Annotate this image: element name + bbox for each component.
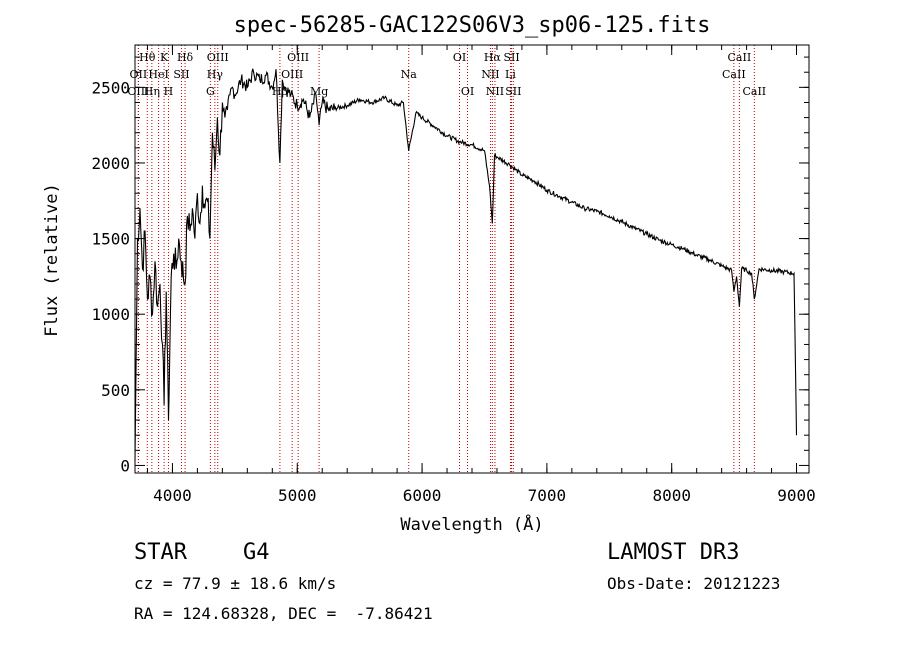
- spectral-lines-layer: [137, 45, 755, 473]
- x-tick-label: 8000: [652, 486, 691, 505]
- obs-date: Obs-Date: 20121223: [607, 574, 781, 593]
- y-tick-label: 500: [101, 381, 130, 400]
- spectral-line-label: CaII: [722, 68, 746, 81]
- spectral-line-label: HeI: [148, 68, 168, 81]
- y-tick-label: 1000: [91, 305, 130, 324]
- spectral-line-label: Li: [505, 68, 516, 81]
- spectral-line-label: NII: [486, 85, 504, 98]
- coordinates-text: RA = 124.68328, DEC = -7.86421: [134, 604, 433, 623]
- spectral-line-label: OI: [461, 85, 474, 98]
- spectral-line-label: H: [164, 85, 174, 98]
- y-tick-label: 2500: [91, 78, 130, 97]
- y-tick-label: 1500: [91, 230, 130, 249]
- x-tick-label: 7000: [528, 486, 567, 505]
- x-tick-label: 6000: [403, 486, 442, 505]
- spectral-line-label: Hθ: [139, 51, 156, 64]
- velocity-text: cz = 77.9 ± 18.6 km/s: [134, 574, 337, 593]
- spectral-line-label: CaII: [728, 51, 752, 64]
- spectral-line-label: CaII: [742, 85, 766, 98]
- spectral-line-label: Hα: [484, 51, 502, 64]
- spectral-line-label: OI: [453, 51, 466, 64]
- ticks-layer: 4000 5000 6000 7000 8000 9000 0 500 1000 1500 2000…: [91, 45, 816, 505]
- spectral-line-label: NII: [481, 68, 499, 81]
- spectral-line-label: Hη: [144, 85, 160, 98]
- y-tick-label: 2000: [91, 154, 130, 173]
- survey-name: LAMOST DR3: [607, 540, 740, 565]
- x-tick-label: 5000: [278, 486, 317, 505]
- spectral-line-label: G: [206, 85, 215, 98]
- spectral-line-label: SII: [173, 68, 189, 81]
- spectral-line-label: OII: [130, 68, 148, 81]
- spectral-line-label: SII: [505, 85, 521, 98]
- spectral-line-label: Mg: [310, 85, 328, 98]
- spectral-line-label: Hγ: [207, 68, 224, 81]
- spectral-line-label: OIII: [281, 68, 303, 81]
- spectral-line-label: OIII: [287, 51, 309, 64]
- object-type: STAR: [134, 540, 187, 565]
- spectral-line-label: K: [160, 51, 169, 64]
- x-axis-label: Wavelength (Å): [400, 513, 543, 535]
- spectral-line-label: SII: [503, 51, 519, 64]
- spectral-line-label: Hδ: [177, 51, 194, 64]
- spectral-line-label: OIII: [207, 51, 229, 64]
- spectrum-line: [134, 68, 798, 461]
- spectral-subclass: G4: [243, 540, 270, 565]
- y-axis-label: Flux (relative): [42, 183, 62, 337]
- chart-title: spec-56285-GAC122S06V3_sp06-125.fits: [234, 13, 711, 38]
- y-tick-label: 0: [120, 456, 130, 475]
- x-tick-label: 9000: [777, 486, 816, 505]
- spectral-line-label: OIII: [127, 85, 149, 98]
- spectral-line-label: Na: [401, 68, 418, 81]
- spectral-line-label: Hβ: [272, 85, 288, 98]
- x-tick-label: 4000: [153, 486, 192, 505]
- spectrum-layer: [134, 68, 798, 461]
